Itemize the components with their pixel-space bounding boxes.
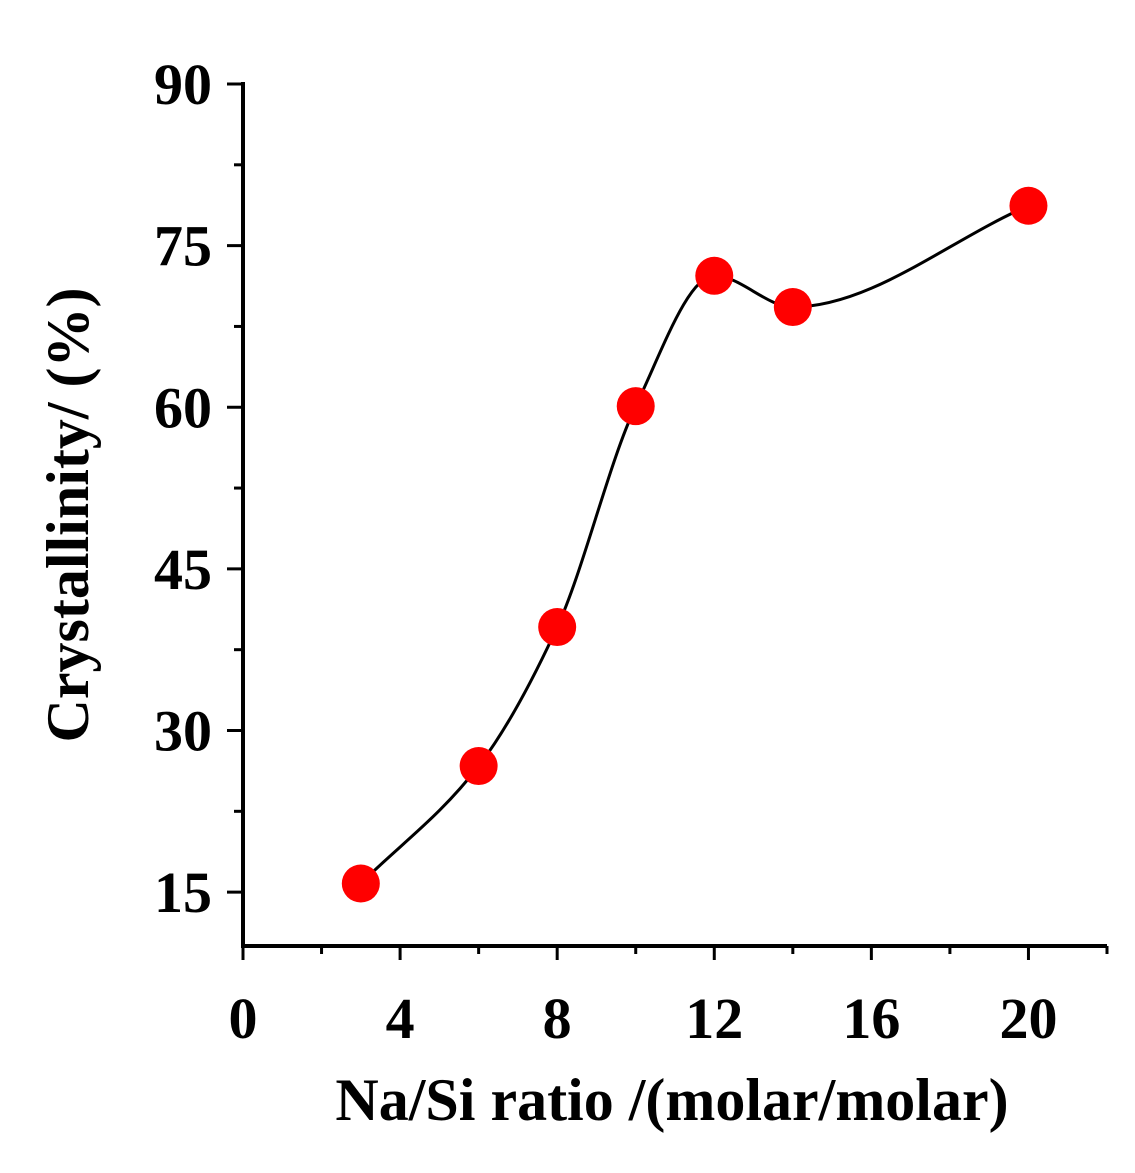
x-tick-label: 20 — [999, 986, 1057, 1051]
y-axis-title: Crystallinity/ (%) — [35, 288, 101, 743]
axes — [241, 82, 1107, 948]
fit-curve-line — [359, 204, 1030, 885]
y-tick-label: 45 — [154, 537, 212, 602]
y-tick-label: 60 — [154, 375, 212, 440]
data-point — [773, 288, 812, 327]
x-tick-label: 8 — [543, 986, 572, 1051]
x-tick-label: 0 — [229, 986, 258, 1051]
data-point — [695, 256, 734, 295]
data-point — [341, 864, 380, 903]
tick-labels: 0 4 8 12 16 20 15 30 45 60 75 90 — [154, 52, 1057, 1051]
y-tick-label: 90 — [154, 52, 212, 117]
y-tick-label: 15 — [154, 860, 212, 925]
y-tick-label: 30 — [154, 699, 212, 764]
x-tick-label: 12 — [685, 986, 743, 1051]
x-tick-label: 16 — [842, 986, 900, 1051]
data-points — [341, 186, 1048, 903]
data-point — [616, 387, 655, 426]
y-tick-label: 75 — [154, 214, 212, 279]
x-axis-title: Na/Si ratio /(molar/molar) — [335, 1067, 1008, 1133]
data-point — [538, 608, 577, 647]
data-point — [459, 747, 498, 786]
ticks — [227, 82, 1109, 960]
x-tick-label: 4 — [386, 986, 415, 1051]
data-point — [1009, 186, 1048, 225]
